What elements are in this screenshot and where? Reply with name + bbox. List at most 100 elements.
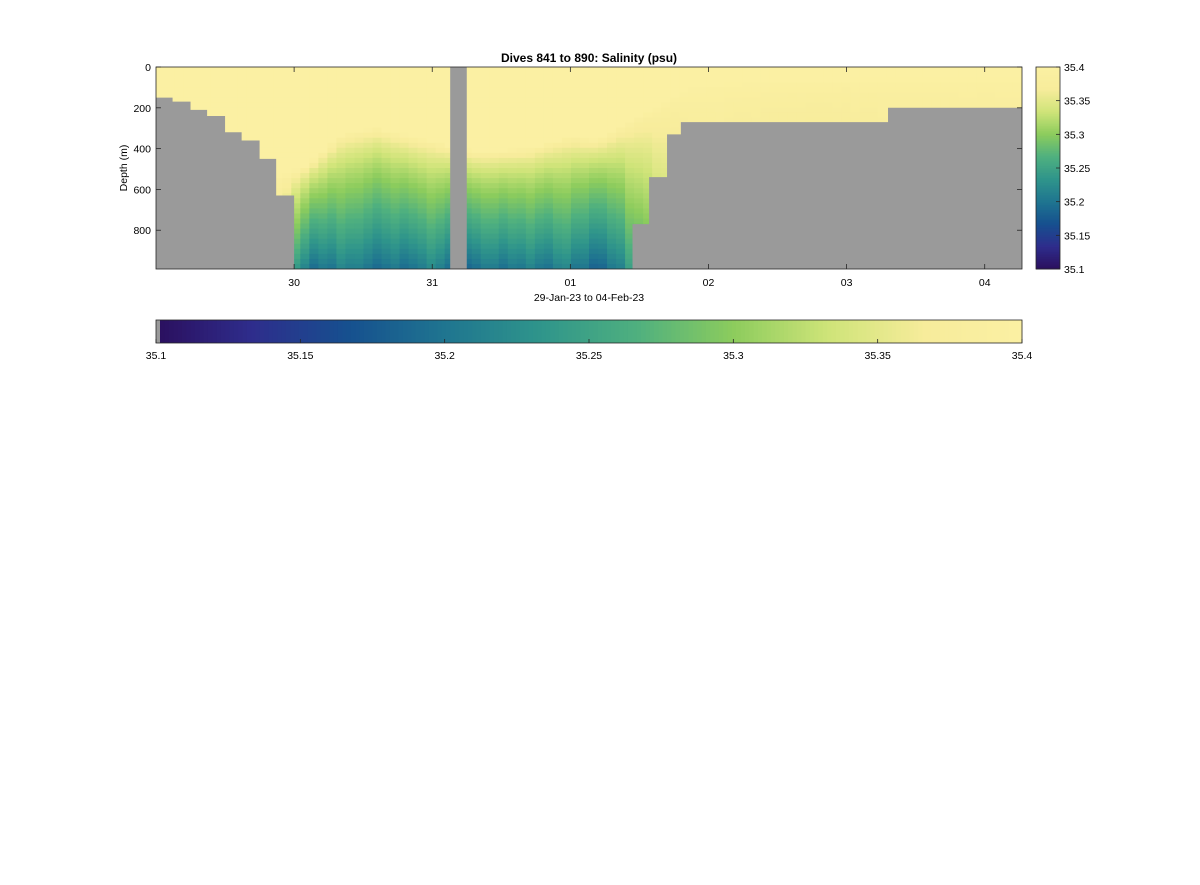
salinity-cell [561, 67, 572, 73]
salinity-cell [579, 117, 590, 124]
salinity-cell [354, 67, 365, 73]
salinity-cell [543, 147, 554, 154]
salinity-cell [318, 183, 328, 189]
salinity-cell [498, 258, 509, 265]
salinity-cell [498, 238, 509, 245]
salinity-cell [489, 137, 500, 144]
salinity-cell [670, 127, 680, 134]
salinity-cell [345, 92, 356, 98]
salinity-cell [598, 258, 608, 265]
colorbar-swatch [402, 320, 408, 343]
salinity-cell [814, 72, 825, 78]
salinity-cell [174, 87, 184, 93]
salinity-cell [309, 117, 319, 124]
salinity-cell [255, 67, 265, 73]
colorbar-swatch [1036, 104, 1060, 107]
salinity-cell [751, 107, 761, 114]
salinity-cell [498, 208, 509, 215]
salinity-cell [904, 102, 915, 108]
salinity-cell [417, 127, 428, 134]
salinity-cell [814, 117, 825, 124]
salinity-cell [462, 243, 473, 250]
salinity-cell [336, 82, 347, 88]
salinity-cell [552, 218, 563, 225]
colorbar-swatch [688, 320, 694, 343]
salinity-cell [607, 203, 617, 209]
salinity-cell [643, 178, 653, 184]
salinity-cell [471, 142, 482, 149]
colorbar-swatch [714, 320, 720, 343]
salinity-cell [390, 92, 401, 98]
salinity-cell [363, 102, 374, 108]
salinity-cell [318, 253, 328, 260]
salinity-cell [300, 162, 310, 169]
salinity-cell [489, 77, 500, 83]
salinity-cell [534, 97, 545, 103]
salinity-cell [246, 77, 256, 83]
salinity-cell [616, 102, 626, 108]
salinity-cell [751, 72, 761, 78]
salinity-cell [841, 117, 852, 124]
colorbar-swatch [957, 320, 962, 343]
salinity-cell [327, 263, 338, 269]
y-tick-label: 400 [133, 144, 151, 156]
salinity-cell [525, 173, 536, 179]
colorbar-swatch [844, 320, 850, 343]
colorbar-swatch [1036, 242, 1060, 245]
salinity-cell [507, 253, 518, 260]
salinity-cell [724, 67, 734, 73]
salinity-cell [534, 173, 545, 179]
salinity-cell [1012, 102, 1022, 108]
salinity-cell [291, 82, 301, 88]
salinity-cell [868, 117, 879, 124]
colorbar-swatch [290, 320, 296, 343]
salinity-cell [435, 102, 446, 108]
salinity-cell [516, 198, 527, 204]
salinity-cell [589, 122, 599, 129]
salinity-cell [543, 248, 554, 255]
colorbar-swatch [407, 320, 412, 343]
salinity-cell [273, 87, 283, 93]
salinity-cell [183, 92, 193, 98]
colorbar-swatch [394, 320, 399, 343]
salinity-cell [670, 72, 680, 78]
salinity-cell [769, 87, 780, 93]
salinity-cell [309, 72, 319, 78]
salinity-cell [949, 82, 960, 88]
salinity-cell [435, 258, 446, 265]
salinity-cell [480, 107, 491, 114]
salinity-cell [643, 127, 653, 134]
colorbar-swatch [779, 320, 785, 343]
salinity-cell [940, 82, 951, 88]
salinity-cell [174, 72, 184, 78]
salinity-cell [570, 102, 581, 108]
salinity-cell [516, 243, 527, 250]
salinity-cell [435, 162, 446, 169]
salinity-cell [471, 102, 482, 108]
salinity-cell [318, 168, 328, 174]
salinity-cell [850, 97, 861, 103]
salinity-cell [327, 132, 338, 139]
colorbar-swatch [233, 320, 239, 343]
salinity-cell [679, 72, 689, 78]
salinity-cell [561, 137, 572, 144]
salinity-cell [282, 67, 292, 73]
salinity-cell [589, 238, 599, 245]
salinity-cell [417, 248, 428, 255]
y-tick-label: 200 [133, 103, 151, 115]
salinity-cell [489, 203, 500, 209]
salinity-cell [679, 112, 689, 119]
salinity-cell [579, 132, 590, 139]
colorbar-swatch [181, 320, 187, 343]
salinity-cell [156, 87, 166, 93]
salinity-cell [607, 147, 617, 154]
salinity-cell [435, 72, 446, 78]
salinity-cell [399, 102, 410, 108]
salinity-cell [733, 77, 743, 83]
salinity-cell [354, 198, 365, 204]
salinity-cell [480, 218, 491, 225]
salinity-cell [489, 87, 500, 93]
salinity-cell [543, 157, 554, 164]
salinity-cell [607, 87, 617, 93]
salinity-cell [561, 162, 572, 169]
